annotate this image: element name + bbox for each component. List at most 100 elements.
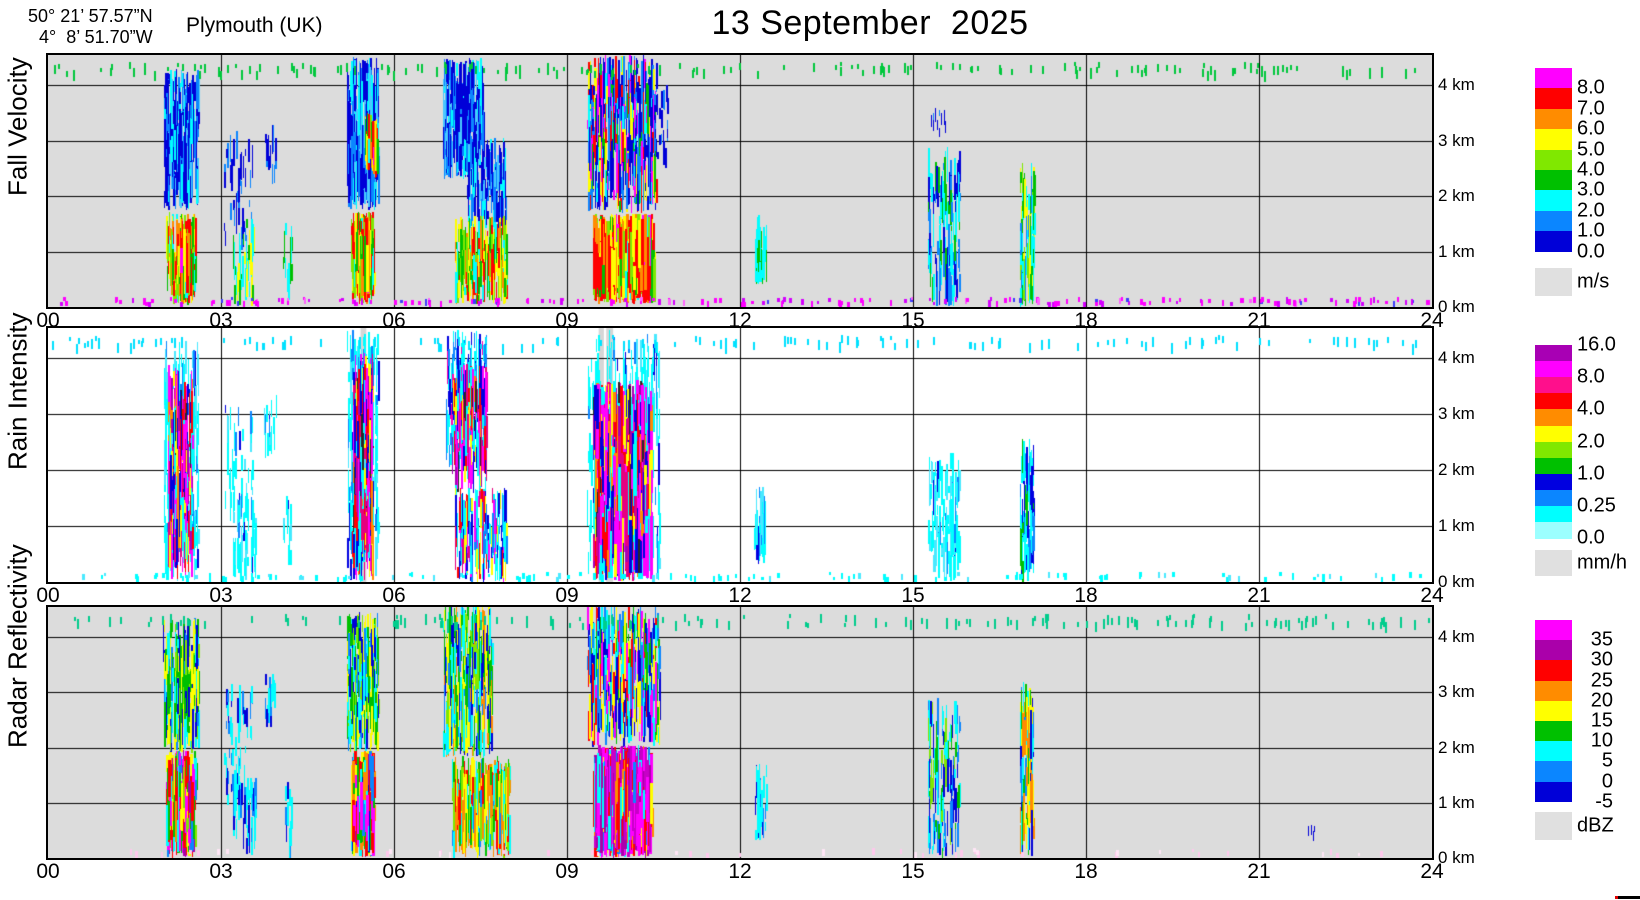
legend-radar-reflectivity-swatch-8 [1535, 781, 1572, 803]
height-tick-0-km: 0 km [1438, 297, 1475, 316]
legend-rain-intensity-value-0.25: 0.25 [1577, 494, 1616, 517]
height-tick-1-km: 1 km [1438, 792, 1475, 812]
cropped-corner-artifact-dot [1615, 896, 1618, 899]
fall-velocity-plot-canvas [48, 55, 1432, 307]
legend-radar-reflectivity-swatch-4 [1535, 700, 1572, 722]
legend-radar-reflectivity-value-0: 0 [1601, 770, 1613, 793]
time-tick-12: 12 [728, 584, 752, 607]
legend-rain-intensity-value-8.0: 8.0 [1577, 365, 1605, 388]
height-tick-4-km: 4 km [1438, 627, 1475, 646]
legend-rain-intensity-value-4.0: 4.0 [1577, 397, 1605, 420]
legend-fall-velocity-swatch-6 [1535, 190, 1572, 212]
height-tick-1-km: 1 km [1438, 516, 1475, 535]
legend-radar-reflectivity-value-35: 35 [1590, 628, 1613, 651]
radar-reflectivity-axis-title: Radar Reflectivity [2, 543, 33, 748]
fall-velocity-panel [46, 53, 1434, 309]
time-tick-00: 00 [36, 860, 60, 883]
legend-fall-velocity-swatch-0 [1535, 68, 1572, 89]
height-tick-3-km: 3 km [1438, 404, 1475, 423]
time-tick-15: 15 [901, 860, 925, 883]
legend-fall-velocity-swatch-7 [1535, 210, 1572, 232]
station-coordinates: 50° 21’ 57.57”N 4° 8’ 51.70”W [28, 6, 153, 48]
station-name: Plymouth (UK) [186, 14, 323, 37]
legend-fall-velocity-nodata-swatch [1535, 268, 1572, 296]
legend-rain-intensity-swatch-0 [1535, 345, 1572, 362]
legend-fall-velocity-swatch-2 [1535, 108, 1572, 130]
legend-fall-velocity-swatch-4 [1535, 149, 1572, 171]
legend-rain-intensity-swatch-7 [1535, 457, 1572, 475]
time-tick-24: 24 [1420, 584, 1444, 607]
legend-fall-velocity-swatch-5 [1535, 170, 1572, 191]
legend-rain-intensity-value-0.0: 0.0 [1577, 526, 1605, 549]
legend-fall-velocity-swatch-1 [1535, 88, 1572, 110]
legend-fall-velocity-value-4.0: 4.0 [1577, 158, 1605, 181]
time-tick-12: 12 [728, 309, 752, 332]
legend-radar-reflectivity-unit: dBZ [1577, 814, 1614, 837]
height-tick-2-km: 2 km [1438, 186, 1475, 205]
legend-radar-reflectivity-value-25: 25 [1590, 669, 1613, 692]
legend-rain-intensity-swatch-1 [1535, 361, 1572, 378]
height-tick-4-km: 4 km [1438, 348, 1475, 367]
time-tick-18: 18 [1074, 309, 1098, 332]
legend-fall-velocity-swatch-8 [1535, 231, 1572, 253]
time-tick-03: 03 [209, 584, 233, 607]
legend-rain-intensity-swatch-5 [1535, 425, 1572, 443]
legend-rain-intensity-value-2.0: 2.0 [1577, 430, 1605, 453]
legend-fall-velocity-value-5.0: 5.0 [1577, 138, 1605, 161]
legend-rain-intensity-value-16.0: 16.0 [1577, 333, 1616, 356]
height-tick-1-km: 1 km [1438, 241, 1475, 261]
legend-radar-reflectivity-value-30: 30 [1590, 648, 1613, 671]
rain-intensity-panel [46, 326, 1434, 584]
time-tick-09: 09 [555, 584, 579, 607]
rain-intensity-axis-title: Rain Intensity [2, 312, 33, 470]
time-tick-18: 18 [1074, 584, 1098, 607]
time-tick-24: 24 [1420, 309, 1444, 332]
legend-fall-velocity-value-2.0: 2.0 [1577, 199, 1605, 222]
time-tick-24: 24 [1420, 860, 1444, 883]
rain-intensity-plot-canvas [48, 328, 1432, 582]
height-tick-2-km: 2 km [1438, 460, 1475, 479]
time-tick-09: 09 [555, 860, 579, 883]
legend-rain-intensity-swatch-4 [1535, 409, 1572, 426]
legend-fall-velocity-value-3.0: 3.0 [1577, 178, 1605, 201]
legend-fall-velocity-value-0.0: 0.0 [1577, 240, 1605, 263]
time-tick-21: 21 [1247, 584, 1271, 607]
time-tick-03: 03 [209, 309, 233, 332]
time-tick-03: 03 [209, 860, 233, 883]
radar-reflectivity-plot-canvas [48, 607, 1432, 858]
height-tick-3-km: 3 km [1438, 682, 1475, 702]
time-tick-18: 18 [1074, 860, 1098, 883]
legend-rain-intensity-unit: mm/h [1577, 551, 1627, 574]
legend-fall-velocity-value-8.0: 8.0 [1577, 76, 1605, 99]
legend-radar-reflectivity-swatch-2 [1535, 660, 1572, 682]
time-tick-12: 12 [728, 860, 752, 883]
time-tick-06: 06 [382, 584, 406, 607]
height-tick-4-km: 4 km [1438, 75, 1475, 94]
longitude-label: 4° 8’ 51.70”W [39, 27, 153, 48]
legend-radar-reflectivity-value-15: 15 [1590, 709, 1613, 732]
time-tick-21: 21 [1247, 309, 1271, 332]
legend-rain-intensity-swatch-6 [1535, 441, 1572, 459]
legend-fall-velocity-value-1.0: 1.0 [1577, 219, 1605, 242]
legend-rain-intensity-swatch-9 [1535, 489, 1572, 507]
legend-radar-reflectivity-swatch-5 [1535, 721, 1572, 742]
legend-radar-reflectivity-swatch-6 [1535, 741, 1572, 762]
legend-rain-intensity-nodata-swatch [1535, 550, 1572, 576]
legend-radar-reflectivity-value-20: 20 [1590, 689, 1613, 712]
time-tick-00: 00 [36, 584, 60, 607]
legend-radar-reflectivity-swatch-3 [1535, 680, 1572, 702]
time-tick-15: 15 [901, 309, 925, 332]
legend-rain-intensity-swatch-10 [1535, 506, 1572, 523]
legend-rain-intensity-swatch-8 [1535, 473, 1572, 491]
latitude-label: 50° 21’ 57.57”N [28, 6, 153, 26]
legend-radar-reflectivity-value--5: -5 [1595, 790, 1613, 813]
time-tick-06: 06 [382, 860, 406, 883]
legend-radar-reflectivity-swatch-0 [1535, 620, 1572, 641]
time-tick-00: 00 [36, 309, 60, 332]
cropped-corner-artifact [1618, 896, 1640, 899]
time-tick-09: 09 [555, 309, 579, 332]
legend-fall-velocity-unit: m/s [1577, 270, 1610, 293]
legend-rain-intensity-swatch-11 [1535, 522, 1572, 539]
legend-radar-reflectivity-swatch-7 [1535, 761, 1572, 783]
legend-radar-reflectivity-value-5: 5 [1601, 749, 1613, 772]
